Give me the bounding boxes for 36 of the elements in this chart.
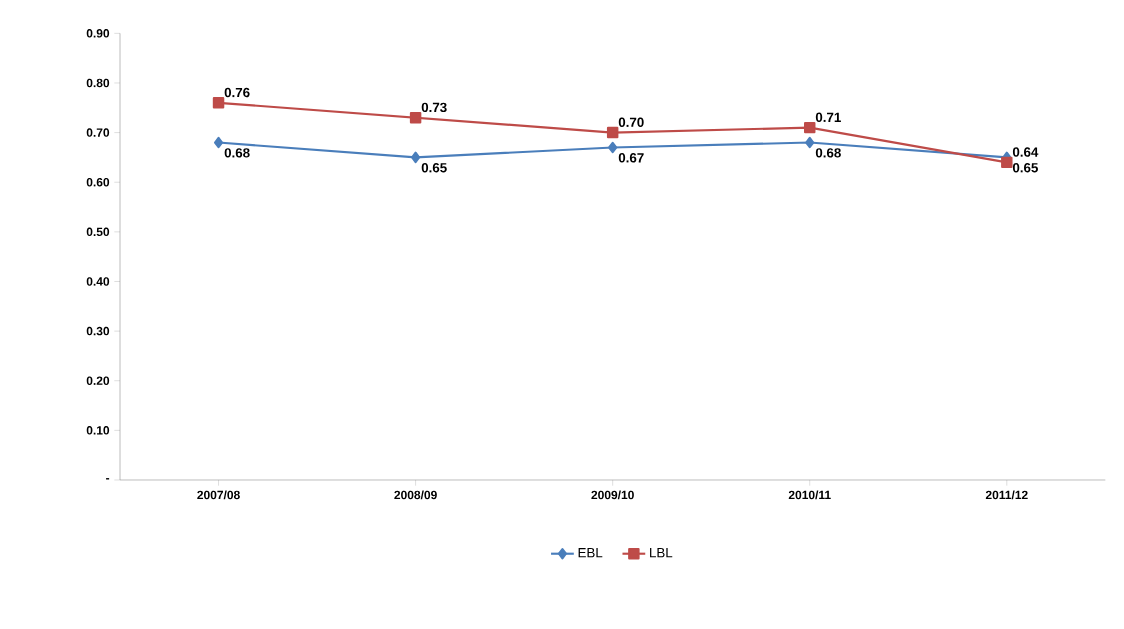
point xyxy=(805,136,815,149)
y-tick-label: - xyxy=(106,477,110,480)
y-tick-label: 0.20 xyxy=(86,376,110,385)
y-tick-label: 0.90 xyxy=(86,28,110,38)
y-tick-label: 0.30 xyxy=(86,326,110,336)
x-tick-label: 2011/12 xyxy=(985,490,1028,500)
data-label: 0.76 xyxy=(224,87,250,98)
point xyxy=(409,111,422,124)
x-tick-label: 2007/08 xyxy=(197,490,240,500)
x-tick-label: 2010/11 xyxy=(788,490,831,500)
data-label: 0.65 xyxy=(1012,162,1038,173)
data-label: 0.70 xyxy=(618,117,644,127)
legend-label: LBL xyxy=(650,547,673,558)
data-label: 0.68 xyxy=(815,147,841,158)
point xyxy=(1001,156,1013,168)
data-label: 0.71 xyxy=(815,112,841,122)
data-label: 0.64 xyxy=(1012,147,1039,157)
data-label: 0.73 xyxy=(421,102,447,112)
legend-label: EBL xyxy=(578,547,603,558)
y-tick-label: 0.70 xyxy=(86,128,110,137)
data-label: 0.68 xyxy=(224,147,250,158)
y-tick-label: 0.80 xyxy=(86,78,110,88)
x-tick-label: 2009/10 xyxy=(591,490,634,500)
x-tick-label: 2008/09 xyxy=(394,490,437,500)
y-tick-label: 0.50 xyxy=(86,227,110,236)
y-tick-label: 0.60 xyxy=(86,177,110,187)
data-label: 0.67 xyxy=(618,152,644,163)
y-tick-label: 0.40 xyxy=(86,277,110,286)
point xyxy=(212,96,225,109)
y-tick-label: 0.10 xyxy=(86,425,110,435)
data-label: 0.65 xyxy=(421,162,447,173)
point xyxy=(213,136,224,149)
point xyxy=(606,126,619,139)
point xyxy=(608,141,618,154)
point xyxy=(411,151,421,163)
point xyxy=(804,121,816,134)
